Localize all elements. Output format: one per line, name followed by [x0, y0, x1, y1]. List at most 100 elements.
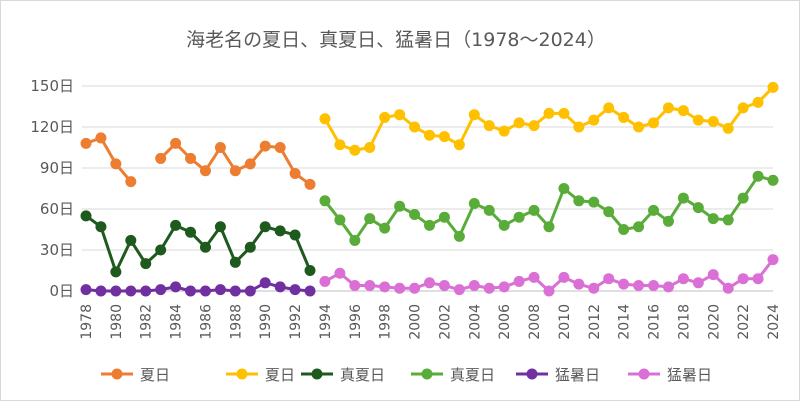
data-point: [633, 221, 645, 233]
data-point: [364, 213, 376, 225]
legend-item: 真夏日: [411, 366, 495, 384]
chart-title: 海老名の夏日、真夏日、猛暑日（1978～2024）: [186, 29, 606, 51]
data-point: [438, 131, 450, 143]
data-point: [199, 285, 211, 297]
data-point: [707, 213, 719, 225]
x-tick-label: 1992: [288, 304, 304, 340]
series-1: [319, 81, 779, 156]
y-tick-label: 120日: [30, 118, 74, 136]
y-tick-label: 30日: [40, 241, 74, 259]
data-point: [453, 284, 465, 296]
data-point: [349, 144, 361, 156]
x-tick-label: 1984: [169, 304, 185, 340]
data-point: [155, 152, 167, 164]
data-point: [692, 277, 704, 289]
data-point: [692, 202, 704, 214]
data-point: [618, 278, 630, 290]
data-point: [379, 111, 391, 123]
legend-item: 夏日: [101, 366, 170, 384]
data-point: [409, 282, 421, 294]
data-point: [662, 281, 674, 293]
data-point: [498, 281, 510, 293]
x-tick-label: 2010: [557, 304, 573, 340]
data-point: [468, 198, 480, 210]
data-point: [319, 195, 331, 207]
data-point: [214, 142, 226, 153]
data-point: [633, 280, 645, 292]
data-point: [110, 285, 122, 297]
data-point: [244, 158, 256, 170]
data-point: [707, 269, 719, 281]
x-tick-label: 2022: [736, 304, 752, 340]
data-point: [409, 208, 421, 220]
data-point: [453, 139, 465, 151]
legend-marker: [526, 368, 538, 380]
data-point: [573, 121, 585, 133]
data-point: [722, 282, 734, 294]
data-point: [573, 195, 585, 207]
x-tick-label: 2024: [766, 304, 782, 340]
data-point: [80, 284, 92, 296]
x-tick-label: 2014: [617, 304, 633, 340]
data-point: [364, 142, 376, 153]
legend-marker: [236, 368, 248, 380]
data-point: [259, 140, 271, 152]
data-point: [394, 109, 406, 121]
y-tick-label: 60日: [40, 200, 74, 218]
legend-label: 夏日: [140, 366, 170, 384]
data-point: [214, 284, 226, 296]
data-point: [588, 196, 600, 208]
data-point: [543, 107, 555, 119]
data-point: [737, 192, 749, 204]
data-point: [662, 102, 674, 114]
x-tick-label: 1994: [318, 304, 334, 340]
legend-label: 猛暑日: [667, 366, 712, 384]
data-point: [603, 102, 615, 114]
data-point: [125, 285, 137, 297]
data-point: [274, 142, 286, 153]
data-point: [513, 211, 525, 223]
data-point: [185, 152, 197, 164]
data-point: [737, 273, 749, 285]
data-point: [125, 234, 137, 246]
series-line: [85, 281, 311, 293]
data-point: [498, 125, 510, 137]
data-point: [394, 282, 406, 294]
data-point: [424, 219, 435, 231]
data-point: [424, 277, 435, 289]
data-point: [424, 129, 435, 141]
data-point: [618, 111, 630, 123]
series-2: [80, 210, 316, 278]
data-point: [528, 120, 540, 132]
x-tick-label: 2004: [467, 304, 483, 340]
data-point: [170, 281, 182, 293]
data-point: [274, 281, 286, 293]
x-tick-label: 2016: [647, 304, 663, 340]
data-point: [633, 121, 645, 133]
data-point: [334, 139, 346, 151]
data-point: [95, 132, 107, 144]
data-point: [155, 284, 167, 296]
data-point: [170, 219, 182, 231]
data-point: [648, 204, 660, 216]
data-point: [319, 113, 331, 125]
data-point: [259, 221, 271, 233]
legend-label: 猛暑日: [555, 366, 600, 384]
data-point: [125, 176, 137, 188]
series-line: [85, 214, 312, 274]
legend-marker: [111, 368, 123, 380]
data-point: [289, 229, 301, 241]
data-point: [214, 221, 226, 233]
data-point: [662, 215, 674, 227]
data-point: [692, 114, 704, 126]
data-point: [185, 226, 197, 238]
data-point: [170, 137, 182, 149]
data-point: [140, 285, 152, 297]
x-tick-label: 1996: [348, 304, 364, 340]
data-point: [468, 280, 480, 292]
data-point: [677, 192, 689, 204]
x-tick-label: 1980: [109, 304, 125, 340]
legend-item: 真夏日: [301, 366, 385, 384]
legend: 夏日 夏日 真夏日 真夏日 猛暑日 猛暑日: [101, 366, 712, 384]
